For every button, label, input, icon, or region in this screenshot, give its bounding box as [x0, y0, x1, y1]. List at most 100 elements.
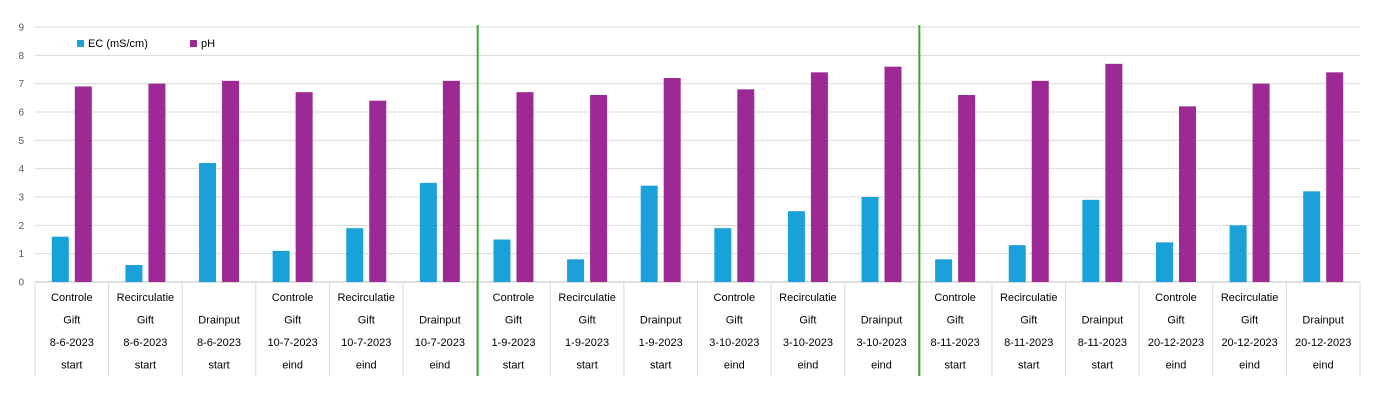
bar-ph — [810, 72, 828, 282]
category-label: Drainput — [1082, 315, 1124, 327]
bar-ec — [714, 228, 732, 282]
bar-ec — [567, 259, 585, 282]
category-label: 8-11-2023 — [1078, 337, 1127, 349]
category-label: 1-9-2023 — [639, 337, 683, 349]
category-label: 1-9-2023 — [565, 337, 609, 349]
category-label: Recirculatie — [338, 292, 395, 304]
bar-ph — [222, 80, 240, 282]
bar-ph — [295, 92, 313, 283]
legend: EC (mS/cm) pH — [77, 38, 215, 50]
bar-ph — [1326, 72, 1344, 282]
y-tick-label: 9 — [18, 23, 24, 34]
category-label: start — [61, 360, 82, 372]
bar-ph — [958, 95, 976, 282]
category-label: Controle — [1155, 292, 1197, 304]
bar-ec — [272, 250, 290, 282]
gridlines — [35, 26, 1360, 283]
category-table: Controle Gift 8-6-2023 start Recirculatie Gif… — [34, 282, 1361, 376]
category-label: Recirculatie — [779, 292, 836, 304]
legend-swatch — [190, 40, 197, 47]
bar-ec — [1229, 225, 1247, 282]
category-label: Recirculatie — [117, 292, 174, 304]
bar-ec — [1303, 191, 1321, 282]
y-tick-label: 0 — [18, 278, 24, 289]
bar-ec — [787, 211, 805, 282]
y-tick-label: 6 — [18, 108, 24, 119]
y-tick-label: 4 — [18, 164, 24, 175]
category-label: Gift — [137, 315, 154, 327]
category-label: eind — [1239, 360, 1260, 372]
bar-ph — [369, 100, 387, 283]
bar-ph — [1031, 80, 1049, 282]
category-label: Recirculatie — [1221, 292, 1278, 304]
category-label: 10-7-2023 — [268, 337, 318, 349]
category-label: eind — [1166, 360, 1187, 372]
category-label: 3-10-2023 — [856, 337, 906, 349]
bar-ph — [1252, 83, 1270, 283]
category-label: Controle — [272, 292, 314, 304]
category-label: 3-10-2023 — [783, 337, 833, 349]
bar-ec — [493, 239, 511, 282]
y-tick-label: 1 — [18, 249, 24, 260]
category-label: eind — [1313, 360, 1334, 372]
category-label: Drainput — [640, 315, 682, 327]
category-label: 20-12-2023 — [1148, 337, 1204, 349]
bar-ec — [1082, 199, 1100, 282]
category-label: Controle — [51, 292, 93, 304]
category-label: Gift — [726, 315, 743, 327]
category-label: 8-11-2023 — [1004, 337, 1053, 349]
y-tick-label: 5 — [18, 136, 24, 147]
category-label: 1-9-2023 — [491, 337, 535, 349]
bar-ph — [884, 66, 902, 283]
bar-ph — [590, 95, 608, 282]
y-tick-label: 3 — [18, 193, 24, 204]
category-label: Controle — [493, 292, 535, 304]
bar-ec — [51, 236, 69, 282]
category-label: Gift — [284, 315, 301, 327]
category-label: eind — [282, 360, 303, 372]
legend-label: pH — [201, 38, 215, 50]
legend-swatch — [77, 40, 84, 47]
category-label: Gift — [63, 315, 80, 327]
bar-ph — [148, 83, 166, 283]
category-label: 10-7-2023 — [341, 337, 391, 349]
y-axis: 0 1 2 3 4 5 6 7 8 9 — [18, 23, 24, 289]
category-label: start — [1092, 360, 1113, 372]
bar-ec — [861, 197, 879, 282]
category-label: Gift — [358, 315, 375, 327]
category-label: eind — [798, 360, 819, 372]
bar-ph — [1105, 63, 1123, 283]
legend-label: EC (mS/cm) — [88, 38, 148, 50]
bar-ph — [516, 92, 534, 283]
bar-ec — [419, 182, 437, 282]
bar-ec — [346, 228, 364, 282]
y-tick-label: 2 — [18, 221, 24, 232]
bar-ec — [1008, 245, 1026, 282]
category-label: Gift — [799, 315, 816, 327]
category-label: Gift — [1020, 315, 1037, 327]
category-label: start — [503, 360, 524, 372]
category-label: 8-11-2023 — [930, 337, 979, 349]
category-label: 8-6-2023 — [50, 337, 94, 349]
category-label: Gift — [579, 315, 596, 327]
category-label: Recirculatie — [1000, 292, 1057, 304]
bar-ec — [640, 185, 658, 282]
bar-ec — [935, 259, 953, 282]
category-label: eind — [429, 360, 450, 372]
bar-ph — [737, 89, 755, 282]
y-tick-label: 8 — [18, 51, 24, 62]
category-label: start — [135, 360, 156, 372]
category-label: Drainput — [1302, 315, 1344, 327]
category-label: Gift — [947, 315, 964, 327]
category-label: 20-12-2023 — [1295, 337, 1351, 349]
group-separators — [476, 25, 921, 376]
category-label: Controle — [934, 292, 976, 304]
y-tick-label: 7 — [18, 79, 24, 90]
category-label: start — [944, 360, 965, 372]
category-label: start — [208, 360, 229, 372]
category-label: Controle — [714, 292, 756, 304]
bar-ph — [663, 78, 681, 282]
bar-ph — [442, 80, 460, 282]
category-label: 20-12-2023 — [1221, 337, 1277, 349]
